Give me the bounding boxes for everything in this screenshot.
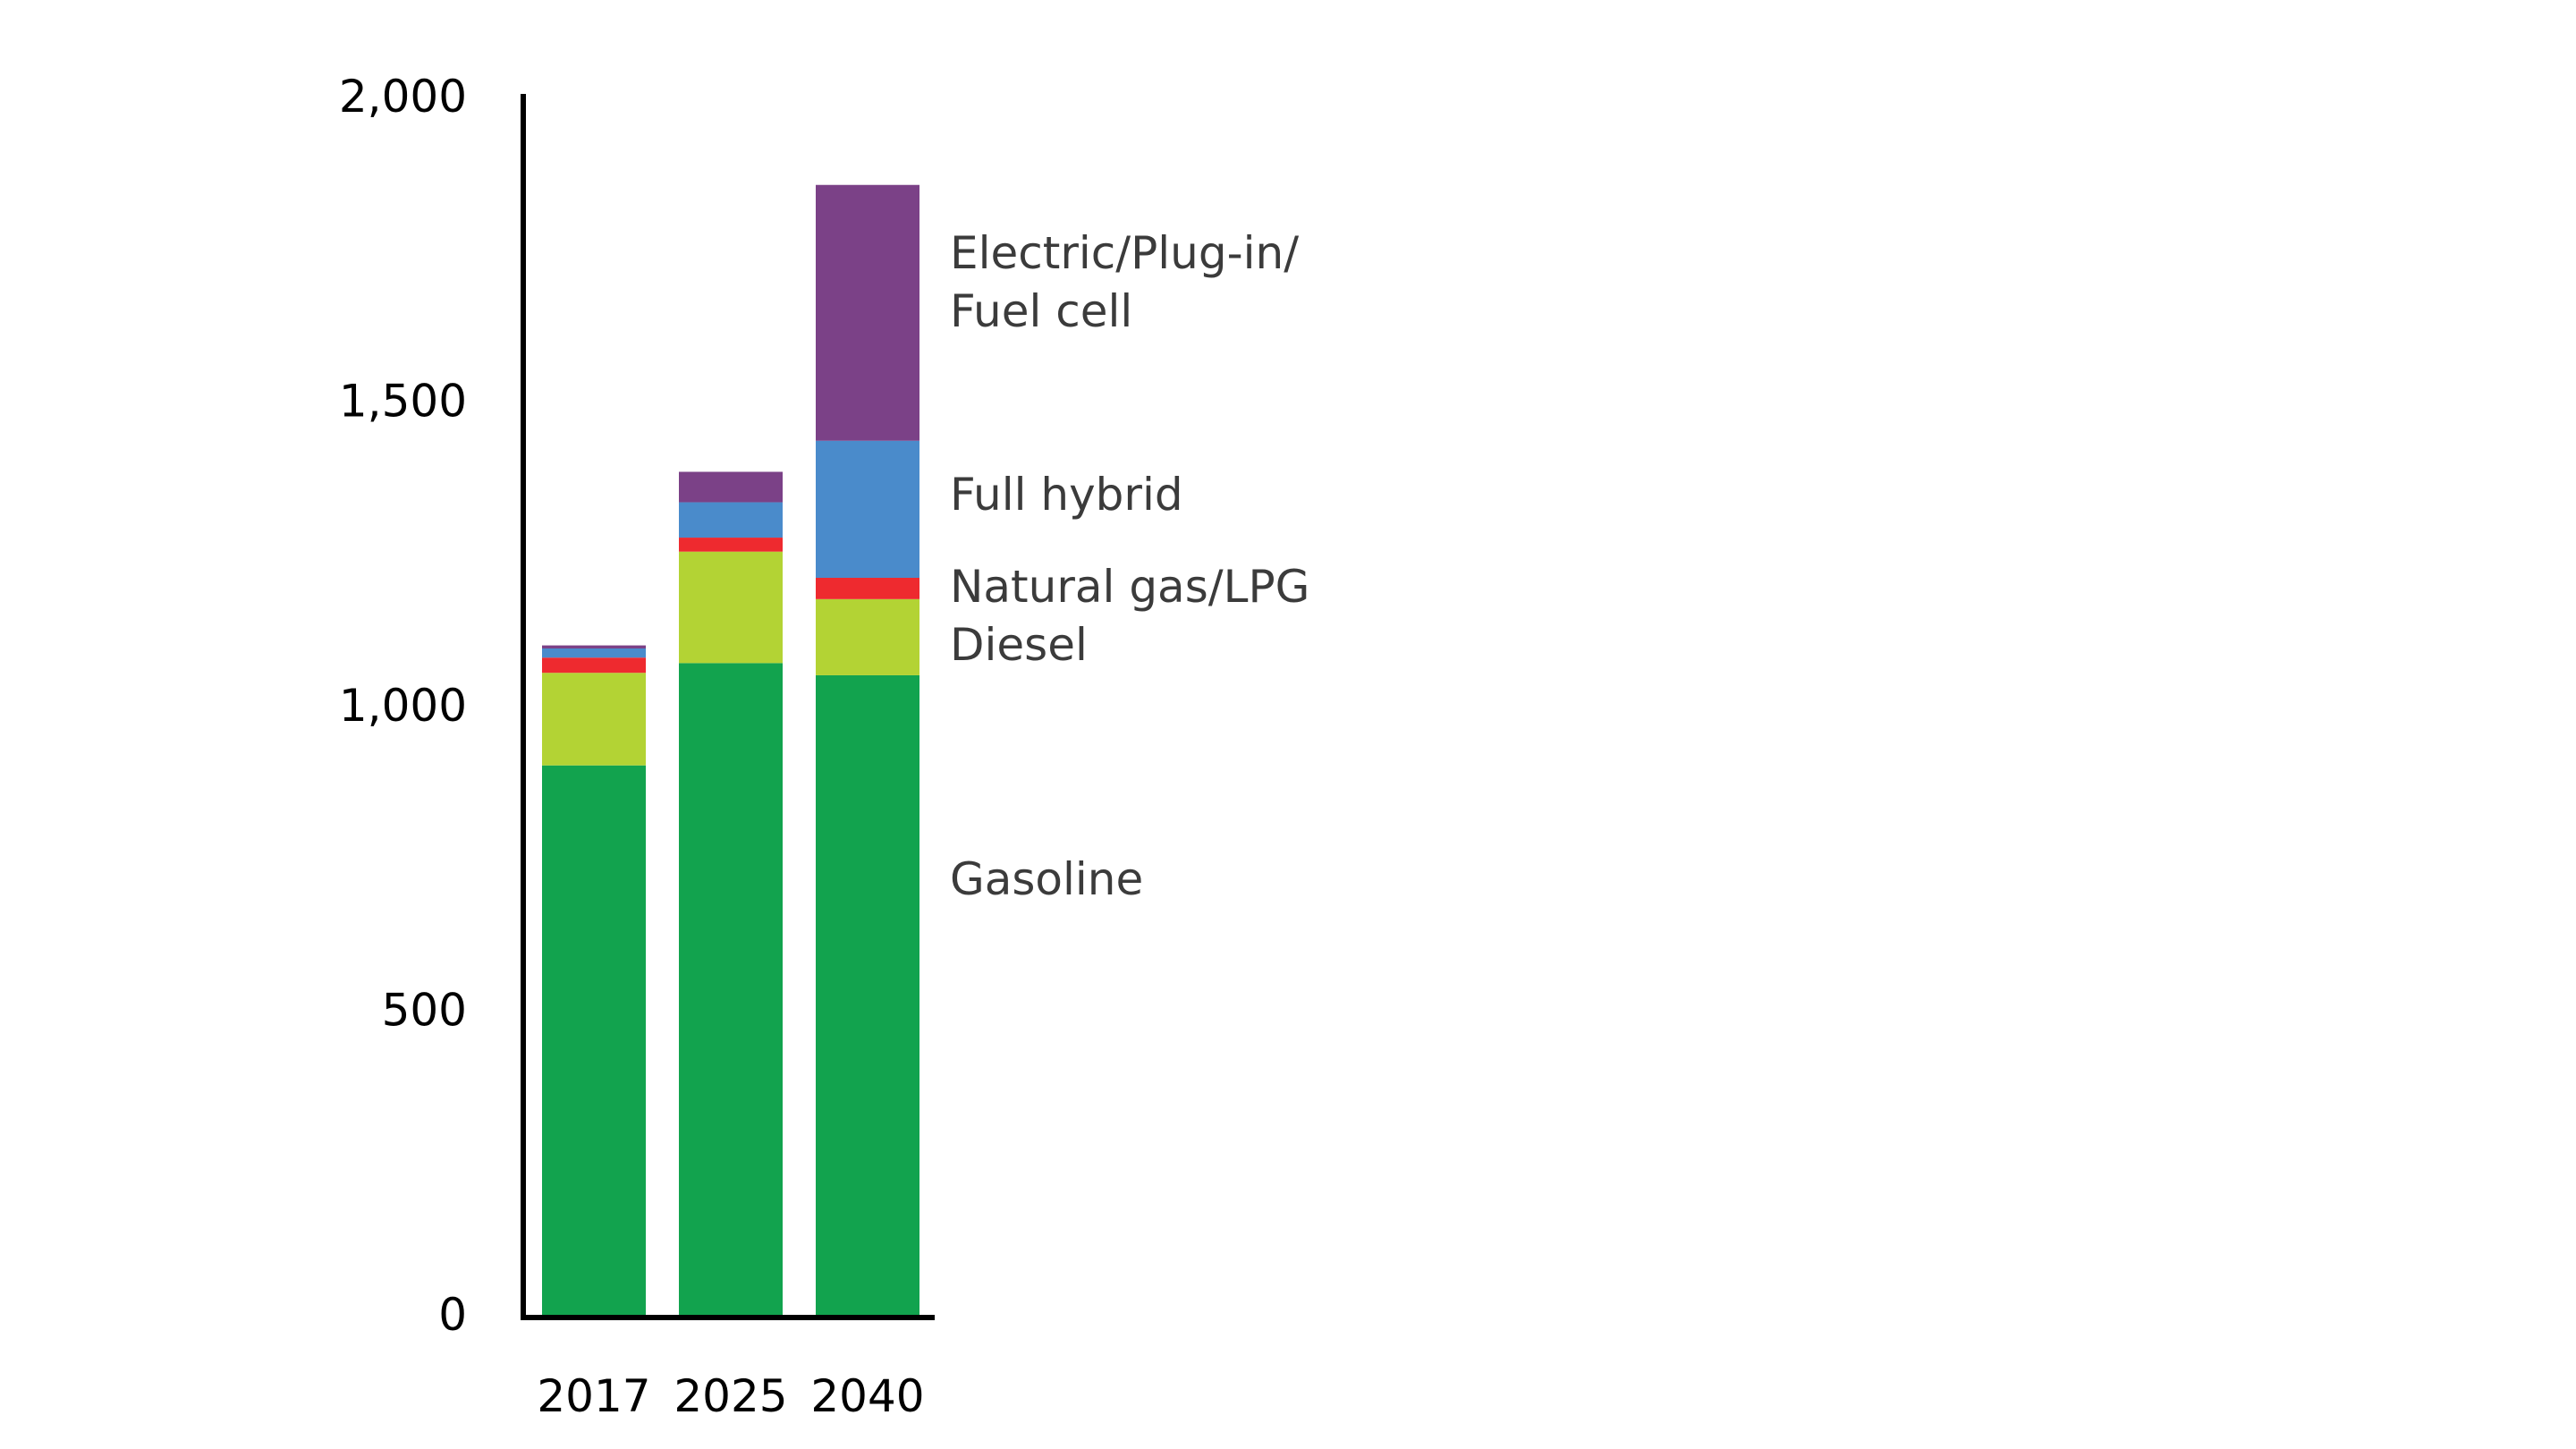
series-labels: Electric/Plug-in/ Fuel cell Full hybrid … — [950, 227, 1309, 905]
bar-segment-2017-gasoline — [542, 765, 646, 1315]
y-tick-label: 1,000 — [339, 680, 467, 732]
series-label-natural-gas-lpg: Natural gas/LPG — [950, 561, 1309, 613]
y-tick-label: 1,500 — [339, 376, 467, 428]
y-tick-label: 0 — [438, 1289, 467, 1341]
bar-segment-2040-diesel — [816, 598, 919, 675]
bar-segment-2025-electric-plug-in-fuel-cell — [679, 471, 783, 503]
bar-segment-2040-natural-gas-lpg — [816, 577, 919, 599]
series-label-gasoline: Gasoline — [950, 853, 1143, 905]
y-tick-label: 500 — [382, 985, 467, 1037]
bar-segment-2025-gasoline — [679, 663, 783, 1315]
bar-segment-2017-diesel — [542, 673, 646, 766]
bar-segment-2017-electric-plug-in-fuel-cell — [542, 645, 646, 648]
x-tick-labels: 2017 2025 2040 — [537, 1370, 924, 1422]
x-tick-label: 2040 — [810, 1370, 924, 1422]
bar-segment-2017-natural-gas-lpg — [542, 657, 646, 674]
bars-group — [542, 184, 919, 1315]
bar-segment-2040-full-hybrid — [816, 440, 919, 578]
series-label-electric-line-2: Fuel cell — [950, 285, 1132, 337]
y-tick-labels: 0 500 1,000 1,500 2,000 — [339, 71, 467, 1341]
bar-segment-2025-natural-gas-lpg — [679, 538, 783, 552]
bar-segment-2040-electric-plug-in-fuel-cell — [816, 184, 919, 441]
y-tick-label: 2,000 — [339, 71, 467, 123]
bar-segment-2025-diesel — [679, 551, 783, 664]
x-tick-label: 2017 — [537, 1370, 650, 1422]
series-label-diesel: Diesel — [950, 619, 1088, 671]
series-label-electric-line-1: Electric/Plug-in/ — [950, 227, 1299, 279]
bar-segment-2017-full-hybrid — [542, 648, 646, 658]
bar-segment-2040-gasoline — [816, 674, 919, 1315]
bar-segment-2025-full-hybrid — [679, 502, 783, 538]
x-tick-label: 2025 — [674, 1370, 787, 1422]
series-label-full-hybrid: Full hybrid — [950, 469, 1183, 521]
